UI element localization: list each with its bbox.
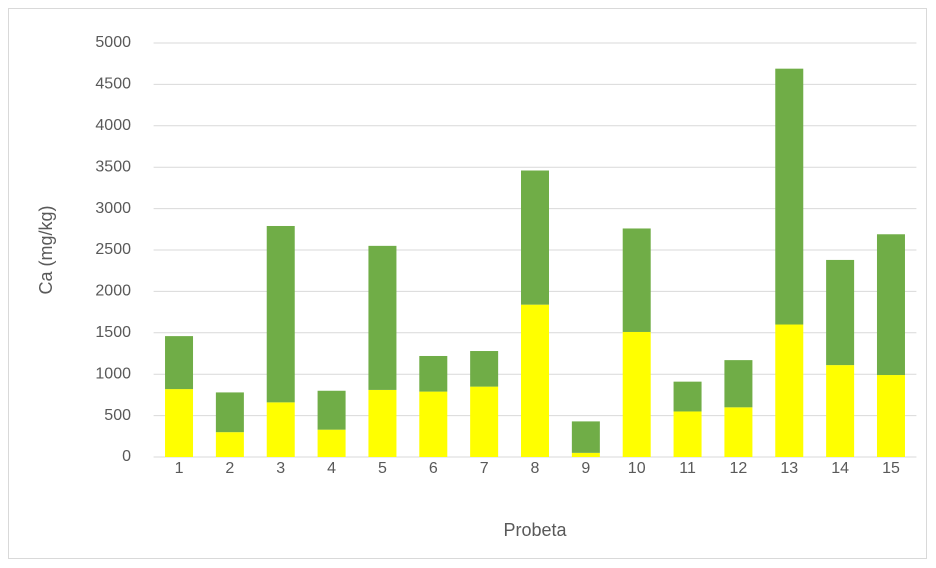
bar-segment [368,389,397,457]
y-tick-label: 2000 [95,283,131,300]
bar-segment [876,234,905,376]
x-tick-label: 11 [679,460,696,477]
chart-border [8,8,927,559]
bar-segment [826,259,855,366]
x-tick-label: 5 [378,460,387,477]
x-tick-label: 12 [730,460,748,477]
bar-segment [724,360,753,408]
y-tick-label: 4000 [95,117,131,134]
x-axis-title: Probeta [503,520,567,540]
bar-segment [775,68,804,325]
bar-segment [165,336,194,390]
bar-segment [775,324,804,457]
bar-segment [673,411,702,457]
y-tick-label: 2500 [95,241,131,258]
bar-segment [622,228,651,332]
bar-segment [419,391,448,457]
bar-segment [266,225,295,403]
y-tick-label: 0 [122,448,131,465]
x-tick-label: 6 [429,460,438,477]
y-axis-title: Ca (mg/kg) [36,205,56,294]
bar-segment [724,407,753,457]
y-tick-label: 500 [104,407,131,424]
x-tick-label: 8 [531,460,540,477]
bar-segment [419,355,448,392]
bar-segment [266,402,295,457]
y-tick-label: 3500 [95,158,131,175]
bar-segment [317,429,346,457]
bar-segment [215,432,244,457]
x-tick-label: 13 [780,460,798,477]
bar-segment [622,331,651,457]
bar-segment [673,381,702,412]
bar-segment [470,386,499,457]
x-tick-label: 15 [882,460,900,477]
y-tick-label: 4500 [95,76,131,93]
bar-segment [521,304,549,457]
x-tick-label: 2 [225,460,234,477]
x-tick-label: 14 [831,460,849,477]
bar-segment [470,351,499,387]
bar-segment [521,170,549,305]
x-tick-label: 4 [327,460,336,477]
x-tick-label: 9 [581,460,590,477]
y-tick-label: 3000 [95,200,131,217]
bar-segment [165,389,194,457]
x-tick-label: 7 [480,460,489,477]
bar-segment [317,390,346,430]
bar-segment [215,392,244,433]
bar-segment [571,452,600,457]
x-tick-label: 1 [175,460,184,477]
bar-segment [826,365,855,457]
bar-segment [368,245,397,390]
y-tick-label: 1000 [95,365,131,382]
x-tick-label: 10 [628,460,646,477]
x-tick-label: 3 [276,460,285,477]
bar-segment [571,421,600,453]
y-tick-label: 1500 [95,324,131,341]
y-tick-label: 5000 [95,34,131,51]
bar-segment [876,375,905,457]
